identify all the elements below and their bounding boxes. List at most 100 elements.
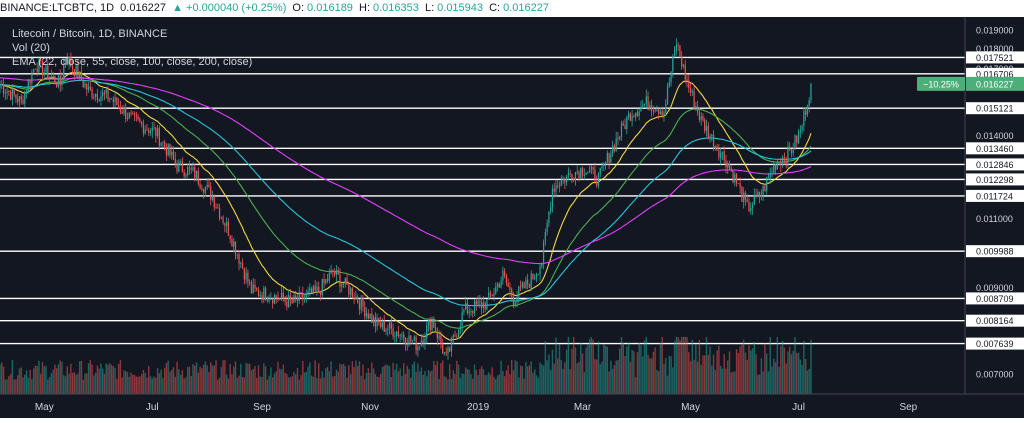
candle <box>71 59 74 75</box>
volume-bar <box>238 375 240 394</box>
time-axis[interactable]: May Jul Sep Nov 2019 Mar May Jul Sep <box>0 393 1024 418</box>
candle-body <box>6 91 8 93</box>
volume-bar <box>484 375 486 394</box>
level-label: 0.017521 <box>976 53 1014 63</box>
candle-body <box>144 129 146 134</box>
volume-bar <box>139 376 141 394</box>
candle-body <box>732 170 734 183</box>
candle <box>509 282 511 297</box>
candle <box>125 103 127 123</box>
candle <box>25 89 28 99</box>
candle <box>183 169 185 179</box>
candle <box>203 188 205 199</box>
volume-bar <box>220 367 223 394</box>
volume-bar <box>116 378 118 394</box>
candle-body <box>778 162 780 163</box>
chart-area[interactable]: 0.0070000.0090000.0110000.0140000.017000… <box>0 17 1024 418</box>
candle-body <box>631 116 633 121</box>
volume-bar <box>698 339 701 394</box>
candle-body <box>666 86 669 105</box>
candle-body <box>119 107 122 112</box>
volume-bar <box>576 363 578 394</box>
level-label-bg <box>966 67 1024 80</box>
candle <box>270 292 272 301</box>
candle <box>746 194 748 203</box>
candle <box>652 105 654 116</box>
candle-body <box>689 88 692 93</box>
price-axis[interactable]: 0.0070000.0090000.0110000.0140000.017000… <box>917 17 1024 418</box>
candle <box>636 108 639 118</box>
candle-body <box>514 302 516 306</box>
candle-body <box>128 112 130 119</box>
candle <box>473 298 476 317</box>
candle <box>227 218 230 237</box>
candle <box>403 331 405 344</box>
candle-body <box>697 106 699 113</box>
volume-bar <box>302 360 304 394</box>
volume-bar <box>101 368 104 394</box>
volume-bar <box>592 339 594 394</box>
candle-body <box>236 254 238 256</box>
candle-body <box>794 135 796 150</box>
volume-bar <box>287 377 290 394</box>
candle <box>532 273 534 281</box>
volume-bar <box>8 376 10 394</box>
candle-body <box>100 96 102 102</box>
volume-bar <box>18 368 21 394</box>
candle <box>620 120 623 142</box>
volume-bar <box>806 370 809 394</box>
volume-bar <box>445 377 447 394</box>
candle-body <box>309 288 311 292</box>
volume-bar <box>144 372 146 394</box>
candle-body <box>270 298 272 300</box>
price-chart[interactable]: 0.0070000.0090000.0110000.0140000.017000… <box>0 17 1024 418</box>
time-tick-label: Sep <box>899 402 917 413</box>
volume-bar <box>303 372 306 394</box>
candle-body <box>132 113 134 114</box>
candle <box>43 67 45 81</box>
low-value: 0.015943 <box>437 2 484 14</box>
volume-bar <box>712 354 715 394</box>
volume-bar <box>330 361 332 394</box>
volume-bar <box>174 376 177 394</box>
candle-body <box>750 207 752 211</box>
candle-body <box>746 199 748 203</box>
candle <box>741 185 743 203</box>
candle <box>613 143 616 153</box>
candle-body <box>178 161 180 172</box>
volume-bar <box>61 361 63 394</box>
volume-bar <box>241 377 244 394</box>
volume-bar <box>620 337 623 394</box>
candle-body <box>56 83 58 87</box>
candle-body <box>565 175 568 183</box>
candle-body <box>557 185 559 187</box>
candle <box>341 281 343 293</box>
candle-body <box>440 335 442 345</box>
candle <box>787 141 789 168</box>
candle <box>116 96 118 106</box>
candle-body <box>546 222 548 232</box>
volume-bar <box>132 374 134 394</box>
candle <box>75 64 77 78</box>
candle-body <box>381 320 384 328</box>
volume-bar <box>721 368 724 394</box>
candle-body <box>649 105 651 109</box>
volume-bar <box>507 365 509 394</box>
candle-body <box>606 152 608 163</box>
candle <box>702 113 704 123</box>
candle <box>130 110 132 117</box>
candles[interactable] <box>0 37 812 360</box>
candle <box>222 215 224 225</box>
volume-bar <box>309 362 311 394</box>
candle-body <box>465 303 467 310</box>
candle-body <box>681 56 683 67</box>
candle-body <box>335 269 338 275</box>
volume-bar <box>364 379 366 394</box>
candle <box>663 109 665 122</box>
candle <box>123 104 125 117</box>
candle <box>279 297 281 301</box>
candle <box>564 177 566 189</box>
symbol-label[interactable]: BINANCE:LTCBTC, 1D <box>0 2 115 14</box>
candle <box>376 313 378 331</box>
volume-bar <box>75 374 77 394</box>
